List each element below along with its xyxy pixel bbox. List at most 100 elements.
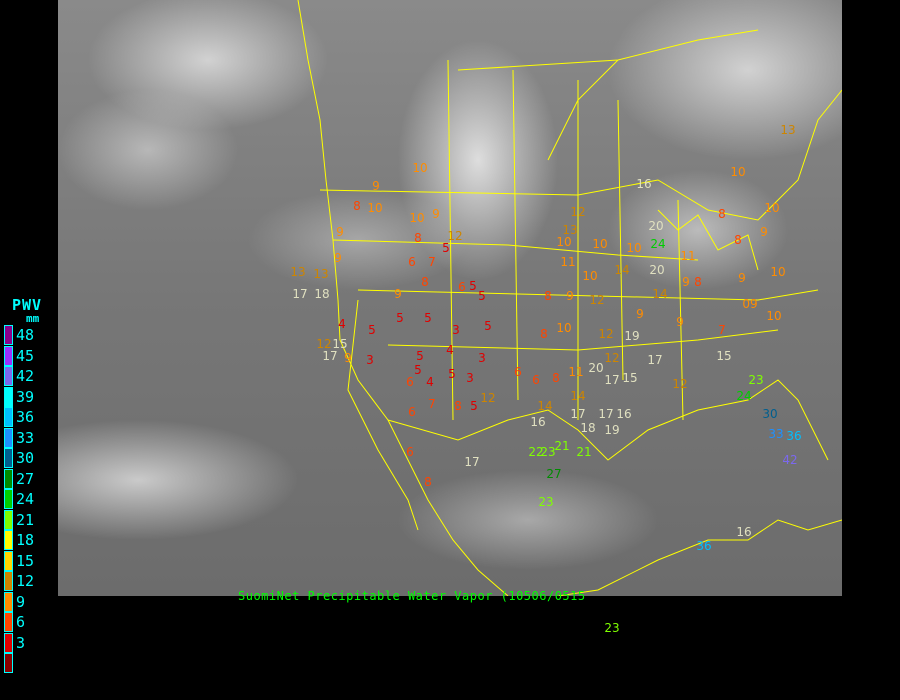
station-pwv-value: 6: [532, 373, 540, 387]
political-borders: [297, 0, 842, 596]
border-line: [297, 0, 509, 596]
station-pwv-value: 16: [636, 177, 652, 191]
station-pwv-value: 5: [416, 349, 424, 363]
station-pwv-value: 36: [786, 429, 802, 443]
station-pwv-value: 5: [448, 367, 456, 381]
station-pwv-value: 20: [649, 263, 665, 277]
border-line: [319, 89, 842, 221]
station-pwv-value: 12: [570, 205, 586, 219]
station-pwv-value: 16: [616, 407, 632, 421]
station-pwv-value: 21: [554, 439, 570, 453]
border-line: [457, 29, 759, 161]
station-pwv-value: 8: [552, 371, 560, 385]
station-pwv-value: 10: [582, 269, 598, 283]
station-pwv-value: 12: [447, 229, 463, 243]
station-pwv-value: 18: [580, 421, 596, 435]
station-pwv-value: 7: [428, 397, 436, 411]
border-line: [657, 209, 759, 271]
station-pwv-value: 6: [458, 280, 466, 294]
station-pwv-value: 21: [576, 445, 592, 459]
station-pwv-value: 5: [368, 323, 376, 337]
station-pwv-value: 09: [742, 297, 758, 311]
station-pwv-value: 8: [424, 475, 432, 489]
station-pwv-value: 15: [622, 371, 638, 385]
station-pwv-value: 6: [408, 405, 416, 419]
station-pwv-value: 10: [730, 165, 746, 179]
legend-swatch: [4, 530, 13, 550]
station-pwv-value: 8: [414, 231, 422, 245]
station-pwv-value: 12: [672, 377, 688, 391]
station-pwv-value: 10: [766, 309, 782, 323]
legend-label: 42: [16, 367, 35, 385]
legend-unit: mm: [26, 312, 40, 325]
legend-label: 39: [16, 387, 35, 406]
station-pwv-value: 8: [454, 399, 462, 413]
station-pwv-value: 9: [372, 179, 380, 193]
legend-swatch: [4, 489, 13, 509]
station-pwv-value: 9: [334, 251, 342, 265]
legend-label: 15: [16, 551, 35, 570]
pwv-legend: PWV mm 48 45 42 39 36 33 30 27 24 21 18 15 12 9 6 3: [4, 296, 60, 673]
station-pwv-value: 10: [412, 161, 428, 175]
station-pwv-value: 8: [353, 199, 361, 213]
legend-label: 12: [16, 572, 35, 590]
station-pwv-value: 17: [570, 407, 586, 421]
legend-label: 6: [16, 613, 26, 631]
station-pwv-value: 23: [748, 373, 764, 387]
legend-label: 9: [16, 592, 26, 611]
station-pwv-value: 6: [514, 365, 522, 379]
station-pwv-value: 9: [344, 351, 352, 365]
station-pwv-value: 3: [478, 351, 486, 365]
station-pwv-value: 5: [442, 241, 450, 255]
map-caption: SuomiNet Precipitable Water Vapor (10506…: [238, 589, 586, 603]
station-pwv-value: 13: [313, 267, 329, 281]
station-pwv-value: 23: [538, 495, 554, 509]
station-pwv-value: 9: [566, 289, 574, 303]
station-pwv-value: 17: [292, 287, 308, 301]
station-pwv-value: 8: [718, 207, 726, 221]
station-pwv-value: 9: [336, 225, 344, 239]
station-pwv-value: 9: [432, 207, 440, 221]
station-pwv-value: 9: [636, 307, 644, 321]
station-pwv-value: 19: [624, 329, 640, 343]
station-pwv-value: 15: [716, 349, 732, 363]
legend-swatch: [4, 632, 13, 653]
legend-swatch: [4, 509, 13, 530]
station-pwv-value: 36: [696, 539, 712, 553]
station-pwv-value: 5: [414, 363, 422, 377]
station-pwv-value: 12: [480, 391, 496, 405]
station-pwv-value: 17: [322, 349, 338, 363]
station-pwv-value: 7: [428, 255, 436, 269]
station-pwv-value: 10: [556, 235, 572, 249]
border-line: [557, 519, 842, 596]
station-pwv-value: 16: [530, 415, 546, 429]
legend-swatch: [4, 427, 13, 448]
station-pwv-value: 13: [780, 123, 796, 137]
station-pwv-value: 5: [469, 279, 477, 293]
station-pwv-value: 22: [528, 445, 544, 459]
station-pwv-value: 5: [478, 289, 486, 303]
station-pwv-value: 4: [338, 317, 346, 331]
station-pwv-value: 33: [768, 427, 784, 441]
legend-label: 45: [16, 346, 35, 365]
station-pwv-value: 3: [466, 371, 474, 385]
legend-label: 3: [16, 633, 26, 652]
station-pwv-value: 5: [424, 311, 432, 325]
legend-swatch: [4, 571, 13, 591]
border-line: [347, 299, 419, 531]
station-pwv-value: 6: [406, 375, 414, 389]
legend-label: 48: [16, 326, 35, 344]
station-pwv-value: 20: [648, 219, 664, 233]
legend-swatch: [4, 448, 13, 468]
legend-swatch: [4, 325, 13, 345]
satellite-map[interactable]: [58, 0, 842, 596]
station-pwv-value: 14: [614, 263, 630, 277]
station-pwv-value: 8: [544, 289, 552, 303]
legend-label: 18: [16, 531, 35, 549]
legend-swatch: [4, 386, 13, 407]
legend-title: PWV: [12, 296, 43, 314]
station-pwv-value: 24: [736, 389, 752, 403]
station-pwv-value: 8: [694, 275, 702, 289]
station-pwv-value: 20: [588, 361, 604, 375]
legend-label: 24: [16, 490, 35, 508]
